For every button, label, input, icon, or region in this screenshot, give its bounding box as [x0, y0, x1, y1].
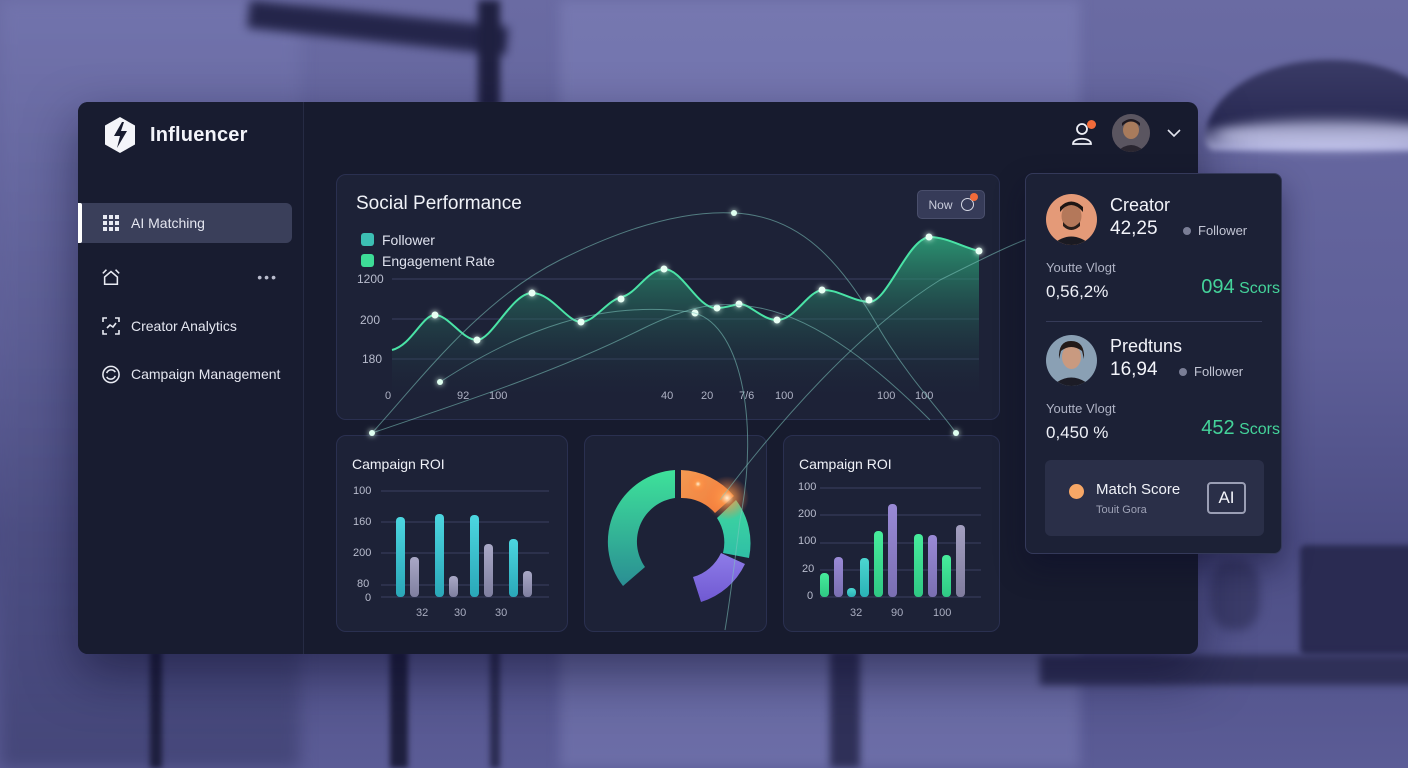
- sidebar-item-home[interactable]: •••: [78, 257, 292, 297]
- roi-bar-chart-left: [381, 490, 549, 598]
- creator-followers: 16,94: [1110, 359, 1158, 380]
- creator-score: 094 Scors: [1201, 276, 1280, 298]
- match-score-subtitle: Touit Gora: [1096, 504, 1147, 516]
- status-dot: [1179, 367, 1187, 376]
- analytics-scan-icon: [101, 316, 121, 336]
- engagement-area-chart: [391, 233, 983, 397]
- y-tick: 200: [798, 508, 817, 520]
- creator-subtitle: Youtte Vlogt: [1046, 260, 1116, 275]
- notification-dot: [1087, 120, 1096, 129]
- match-score-card[interactable]: Match Score Touit Gora AI: [1045, 460, 1264, 536]
- x-tick: 100: [933, 607, 952, 619]
- y-tick: 200: [353, 547, 372, 559]
- chevron-down-icon[interactable]: [1166, 125, 1182, 141]
- x-tick: 7/6: [739, 390, 755, 402]
- sidebar-item-label: Creator Analytics: [131, 318, 237, 334]
- y-tick: 0: [365, 592, 372, 604]
- y-tick: 160: [353, 516, 372, 528]
- grid-icon: [101, 213, 121, 233]
- profile-avatar[interactable]: [1112, 114, 1150, 152]
- follower-label: Follower: [1183, 223, 1247, 238]
- creator-name: Predtuns: [1110, 336, 1183, 356]
- creator-rate: 0,450 %: [1046, 423, 1109, 442]
- x-tick: 30: [495, 607, 508, 619]
- user-alert-icon[interactable]: [1070, 120, 1096, 146]
- ai-badge-button[interactable]: AI: [1207, 482, 1246, 514]
- x-tick: 100: [877, 390, 896, 402]
- creator-subtitle: Youtte Vlogt: [1046, 401, 1116, 416]
- card-title: Campaign ROI: [352, 456, 445, 472]
- sidebar-item-label: AI Matching: [131, 215, 205, 231]
- y-tick: 100: [353, 485, 372, 497]
- x-tick: 20: [701, 390, 714, 402]
- sidebar-item-creator-analytics[interactable]: Creator Analytics: [78, 306, 292, 346]
- header-actions: [1070, 114, 1182, 152]
- x-tick: 32: [416, 607, 429, 619]
- campaign-roi-card-right: Campaign ROI 100 200 100 20 0: [783, 435, 1000, 632]
- sidebar-item-ai-matching[interactable]: AI Matching: [78, 203, 292, 243]
- follower-label: Follower: [1179, 364, 1243, 379]
- legend-swatch: [361, 233, 374, 246]
- creator-rate: 0,56,2%: [1046, 282, 1109, 301]
- x-tick: 30: [454, 607, 467, 619]
- creator-match-panel: Creator 42,25 Follower Youtte Vlogt 0,56…: [1025, 173, 1282, 554]
- campaign-roi-card-left: Campaign ROI 100 160 200 80 0 32 30: [336, 435, 568, 632]
- y-tick: 80: [357, 578, 370, 590]
- creator-name: Creator: [1110, 195, 1171, 215]
- lightning-bolt-hex-icon: [105, 117, 135, 153]
- donut-chart: [607, 470, 751, 602]
- x-tick: 100: [489, 390, 508, 402]
- refresh-icon: [960, 193, 978, 211]
- now-label: Now: [928, 197, 953, 212]
- cycle-icon: [101, 364, 121, 384]
- x-tick: 100: [915, 390, 934, 402]
- x-tick: 40: [661, 390, 674, 402]
- distribution-donut-card: [584, 435, 767, 632]
- sidebar-item-campaign-management[interactable]: Campaign Management: [78, 354, 292, 394]
- x-tick: 32: [850, 607, 863, 619]
- creator-score: 452 Scors: [1201, 417, 1280, 439]
- y-tick: 100: [798, 535, 817, 547]
- creator-followers: 42,25: [1110, 218, 1158, 239]
- y-tick: 0: [807, 590, 814, 602]
- x-tick: 100: [775, 390, 794, 402]
- app-name: Influencer: [150, 123, 248, 146]
- social-performance-card: Social Performance Follower Engagement R…: [336, 174, 1000, 420]
- match-indicator-dot: [1069, 484, 1084, 499]
- sidebar-item-label: Campaign Management: [131, 366, 281, 382]
- legend-swatch: [361, 254, 374, 267]
- match-score-title: Match Score: [1096, 481, 1181, 498]
- roi-bar-chart-right: [820, 487, 981, 598]
- creator-avatar: [1046, 194, 1097, 245]
- x-tick: 92: [457, 390, 470, 402]
- x-tick: 90: [891, 607, 904, 619]
- status-dot: [1183, 226, 1191, 235]
- divider: [1046, 321, 1262, 322]
- creator-avatar: [1046, 335, 1097, 386]
- card-title: Social Performance: [356, 193, 522, 214]
- sidebar: Influencer AI Matching •••: [78, 102, 304, 654]
- home-icon: [101, 267, 121, 287]
- more-options-icon[interactable]: •••: [257, 269, 278, 285]
- y-tick: 20: [802, 563, 815, 575]
- brand-logo[interactable]: Influencer: [102, 116, 248, 154]
- x-tick: 0: [385, 390, 392, 402]
